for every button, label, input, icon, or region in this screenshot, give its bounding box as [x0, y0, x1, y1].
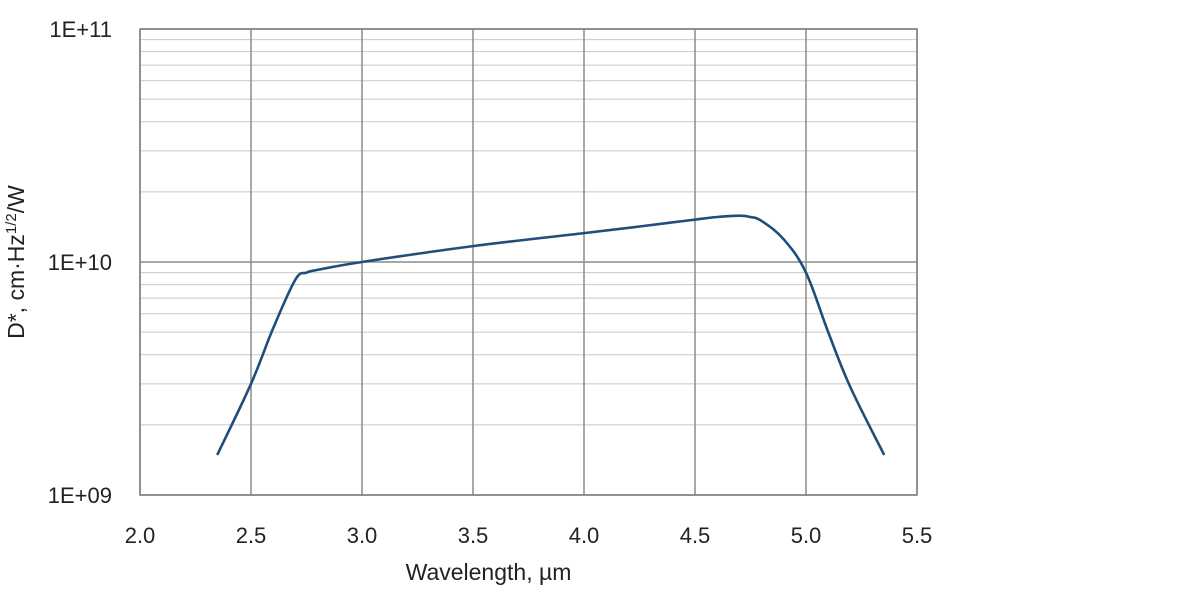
x-tick-label: 5.0 [791, 523, 822, 548]
y-axis-title-superscript: 1/2 [3, 213, 20, 234]
x-tick-label: 2.5 [236, 523, 267, 548]
x-tick-label: 3.0 [347, 523, 378, 548]
x-tick-label: 2.0 [125, 523, 156, 548]
plot-frame [139, 28, 918, 496]
y-tick-label: 1E+11 [49, 17, 112, 42]
x-axis-title: Wavelength, µm [406, 559, 572, 585]
x-tick-label: 4.0 [569, 523, 600, 548]
series-layer [216, 214, 885, 456]
series-line-detectivity [216, 214, 885, 456]
minor-gridlines [140, 39, 917, 426]
x-tick-label: 4.5 [680, 523, 711, 548]
y-tick-labels: 1E+09 1E+10 1E+11 [48, 17, 112, 508]
x-tick-label: 5.5 [902, 523, 933, 548]
y-tick-label: 1E+10 [48, 250, 112, 275]
x-tick-label: 3.5 [458, 523, 489, 548]
y-axis-title-suffix: /W [3, 185, 29, 213]
y-axis-title: D*, cm·Hz1/2/W [3, 185, 30, 339]
y-axis-title-base: D*, cm·Hz [3, 234, 29, 339]
y-tick-label: 1E+09 [48, 483, 112, 508]
x-tick-labels: 2.0 2.5 3.0 3.5 4.0 4.5 5.0 5.5 [125, 523, 933, 548]
